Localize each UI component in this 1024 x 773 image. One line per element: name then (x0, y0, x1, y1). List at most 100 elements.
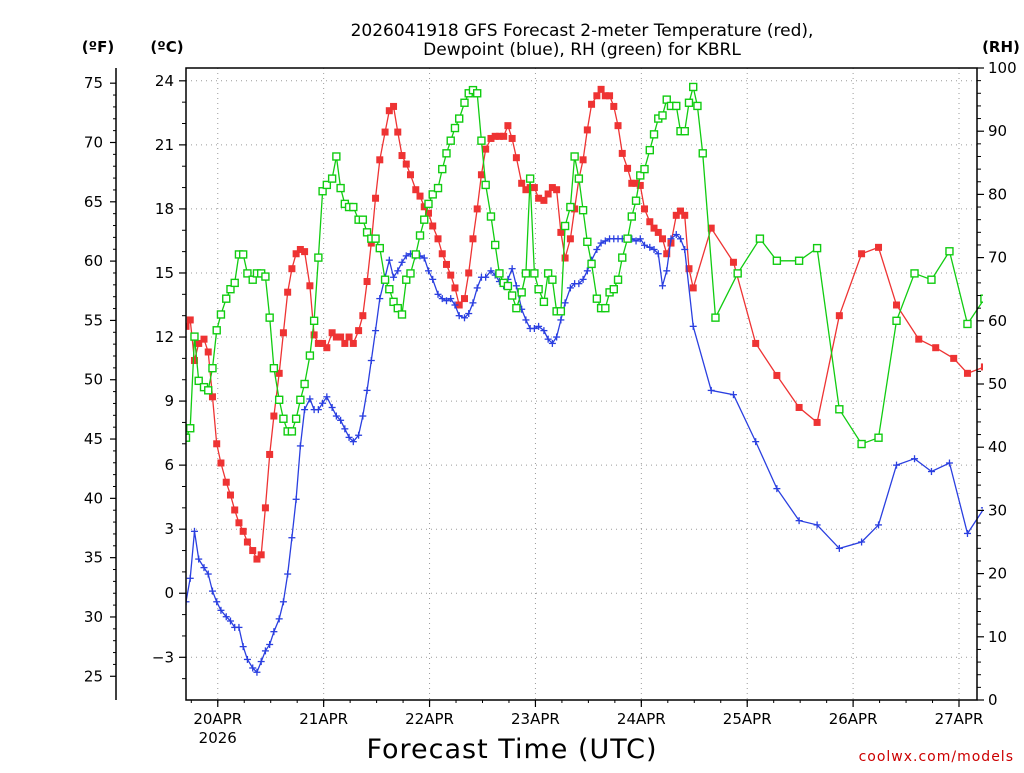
temperature-point (443, 261, 450, 268)
temperature-point (964, 370, 971, 377)
temperature-point (615, 122, 622, 129)
temperature-point (288, 265, 295, 272)
temperature-point (730, 259, 737, 266)
rh-point (518, 289, 525, 296)
rh-point (376, 245, 383, 252)
temperature-point (580, 156, 587, 163)
rh-tick-label: 90 (988, 122, 1007, 140)
rh-point (928, 276, 935, 283)
x-tick-label: 27APR (935, 710, 984, 728)
temperature-point (306, 282, 313, 289)
temperature-point (474, 205, 481, 212)
temperature-point (337, 334, 344, 341)
rh-point (315, 254, 322, 261)
rh-point (382, 276, 389, 283)
rh-point (893, 317, 900, 324)
temperature-point (655, 229, 662, 236)
temperature-point (439, 250, 446, 257)
temperature-point (690, 284, 697, 291)
celsius-tick-label: −3 (152, 648, 174, 666)
temperature-point (244, 539, 251, 546)
chart-title-line1: 2026041918 GFS Forecast 2-meter Temperat… (351, 21, 814, 41)
rh-point (964, 320, 971, 327)
temperature-point (584, 126, 591, 133)
temperature-point (399, 152, 406, 159)
rh-point (350, 204, 357, 211)
fahrenheit-tick-label: 45 (84, 430, 103, 448)
rh-point (191, 333, 198, 340)
rh-point (588, 260, 595, 267)
temperature-point (205, 348, 212, 355)
rh-tick-label: 30 (988, 501, 1007, 519)
rh-point (557, 308, 564, 315)
rh-point (504, 283, 511, 290)
rh-point (911, 270, 918, 277)
rh-tick-label: 50 (988, 375, 1007, 393)
temperature-point (350, 340, 357, 347)
rh-point (699, 150, 706, 157)
rh-point (602, 305, 609, 312)
fahrenheit-tick-label: 60 (84, 252, 103, 270)
rh-point (681, 128, 688, 135)
rh-point (451, 125, 458, 132)
rh-point (610, 286, 617, 293)
temperature-point (390, 103, 397, 110)
celsius-tick-label: 0 (164, 584, 174, 602)
rh-point (540, 298, 547, 305)
temperature-point (796, 404, 803, 411)
credit-text: coolwx.com/models (859, 749, 1014, 765)
celsius-tick-label: 21 (155, 136, 174, 154)
temperature-point (932, 344, 939, 351)
temperature-point (266, 451, 273, 458)
temperature-point (429, 223, 436, 230)
rh-tick-label: 40 (988, 438, 1007, 456)
temperature-point (284, 289, 291, 296)
fahrenheit-unit-label: (ºF) (82, 38, 114, 56)
rh-point (580, 207, 587, 214)
rh-point (337, 185, 344, 192)
temperature-point (469, 235, 476, 242)
celsius-tick-label: 24 (155, 72, 174, 90)
temperature-point (187, 316, 194, 323)
temperature-point (562, 255, 569, 262)
rh-point (513, 305, 520, 312)
temperature-point (372, 195, 379, 202)
rh-point (836, 406, 843, 413)
temperature-point (403, 161, 410, 168)
rh-tick-label: 70 (988, 249, 1007, 267)
rh-point (487, 213, 494, 220)
rh-point (399, 311, 406, 318)
rh-point (567, 204, 574, 211)
rh-point (262, 273, 269, 280)
temperature-point (227, 492, 234, 499)
temperature-point (451, 284, 458, 291)
temperature-point (301, 248, 308, 255)
x-tick-label: 23APR (511, 710, 560, 728)
rh-point (266, 314, 273, 321)
x-tick-label: 21APR (299, 710, 348, 728)
x-tick-label: 25APR (723, 710, 772, 728)
temperature-point (773, 372, 780, 379)
rh-point (492, 241, 499, 248)
celsius-tick-label: 9 (164, 392, 174, 410)
fahrenheit-tick-label: 40 (84, 489, 103, 507)
temperature-point (545, 190, 552, 197)
temperature-point (341, 340, 348, 347)
temperature-point (231, 506, 238, 513)
celsius-tick-label: 6 (164, 456, 174, 474)
rh-point (301, 381, 308, 388)
temperature-point (593, 92, 600, 99)
fahrenheit-tick-label: 75 (84, 74, 103, 92)
rh-point (205, 387, 212, 394)
temperature-point (915, 336, 922, 343)
rh-tick-label: 80 (988, 185, 1007, 203)
rh-unit-label: (RH) (982, 38, 1020, 56)
rh-point (946, 248, 953, 255)
rh-point (527, 175, 534, 182)
rh-point (297, 396, 304, 403)
rh-point (571, 153, 578, 160)
temperature-point (461, 295, 468, 302)
rh-point (615, 276, 622, 283)
temperature-point (249, 547, 256, 554)
temperature-point (681, 212, 688, 219)
